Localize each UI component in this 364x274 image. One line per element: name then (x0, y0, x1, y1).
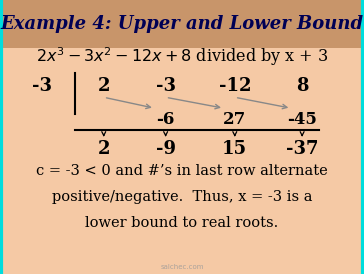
Text: 2: 2 (98, 140, 110, 158)
Text: lower bound to real roots.: lower bound to real roots. (86, 216, 278, 230)
Text: -37: -37 (286, 140, 318, 158)
Text: -45: -45 (287, 111, 317, 128)
Text: -6: -6 (157, 111, 175, 128)
Text: $2x^3 - 3x^2 - 12x + 8$ divided by x + 3: $2x^3 - 3x^2 - 12x + 8$ divided by x + 3 (36, 45, 328, 67)
Text: salchec.com: salchec.com (160, 264, 204, 270)
Text: -3: -3 (32, 77, 52, 95)
Text: -12: -12 (218, 77, 251, 95)
Text: 27: 27 (223, 111, 246, 128)
Text: 8: 8 (296, 77, 308, 95)
Text: 2: 2 (98, 77, 110, 95)
Text: Example 4: Upper and Lower Bound: Example 4: Upper and Lower Bound (0, 15, 364, 33)
Text: positive/negative.  Thus, x = -3 is a: positive/negative. Thus, x = -3 is a (52, 190, 312, 204)
Text: -9: -9 (156, 140, 175, 158)
Text: 15: 15 (222, 140, 248, 158)
Text: c = -3 < 0 and #’s in last row alternate: c = -3 < 0 and #’s in last row alternate (36, 164, 328, 178)
Text: -3: -3 (156, 77, 175, 95)
